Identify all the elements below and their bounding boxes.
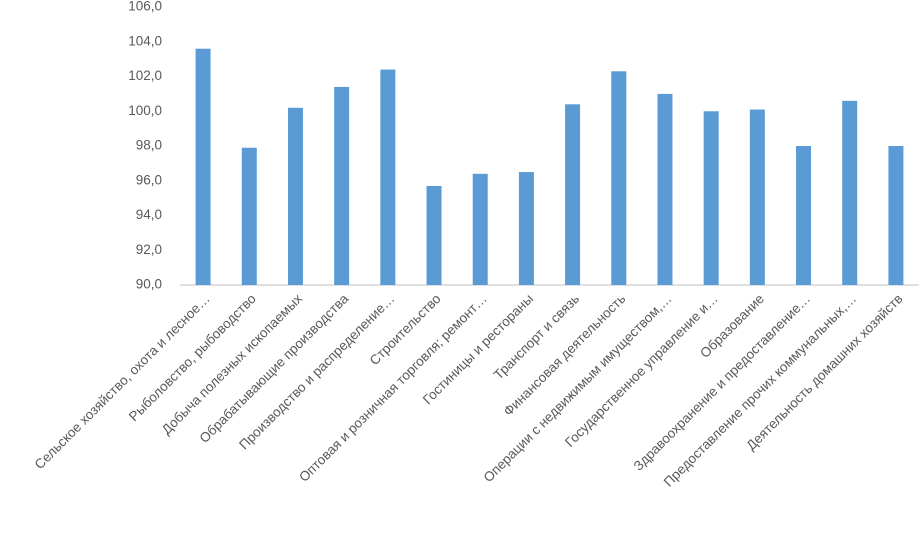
x-tick-label: Транспорт и связь — [491, 291, 582, 382]
bar — [657, 93, 673, 285]
bar — [565, 104, 581, 285]
bar — [334, 86, 350, 285]
y-tick-label: 102,0 — [128, 68, 162, 83]
y-tick-label: 98,0 — [136, 138, 162, 153]
y-tick-label: 100,0 — [128, 103, 162, 118]
y-tick-label: 104,0 — [128, 33, 162, 48]
bar — [518, 172, 534, 285]
y-tick-label: 96,0 — [136, 172, 162, 187]
y-tick-label: 94,0 — [136, 207, 162, 222]
bar — [842, 100, 858, 285]
bar — [472, 173, 488, 285]
bar — [749, 109, 765, 285]
y-tick-label: 92,0 — [136, 242, 162, 257]
x-tick-label: Здравоохранение и предоставление… — [631, 291, 814, 474]
bar — [888, 146, 904, 285]
x-tick-label: Сельское хозяйство, охота и лесное… — [32, 291, 213, 472]
y-tick-label: 106,0 — [128, 0, 162, 14]
y-tick-label: 90,0 — [136, 277, 162, 292]
bar — [195, 48, 211, 286]
bar — [611, 71, 627, 285]
bar — [241, 147, 257, 285]
bar — [796, 146, 812, 285]
bar — [380, 69, 396, 285]
bar — [287, 107, 303, 286]
bar — [426, 185, 442, 285]
bar — [703, 111, 719, 285]
